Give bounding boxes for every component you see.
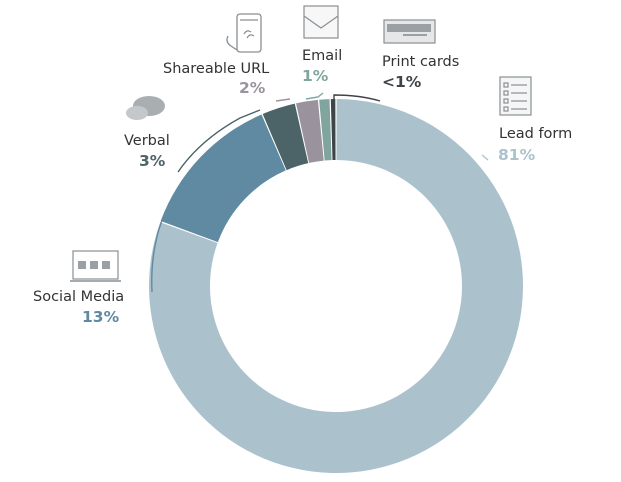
leader-verbal (177, 109, 261, 173)
print-cards-value: <1% (382, 73, 422, 91)
shareable-url-value: 2% (239, 79, 266, 97)
laptop-social-icon (70, 250, 121, 282)
donut-slices (149, 99, 523, 474)
shareable-url-label: Shareable URL (163, 61, 269, 77)
lead-form-label: Lead form (499, 126, 572, 142)
verbal-label: Verbal (124, 133, 170, 149)
email-label: Email (302, 48, 342, 64)
social-media-value: 13% (82, 308, 120, 326)
envelope-icon (303, 5, 339, 39)
leader-lines (151, 92, 489, 293)
leader-email (305, 92, 324, 100)
slice-verbal (262, 103, 309, 171)
form-checklist-icon (499, 76, 532, 116)
speech-bubble-icon (126, 96, 165, 120)
leader-shareable-url (275, 98, 291, 102)
leader-print-cards (333, 94, 381, 102)
leader-lead-form (481, 154, 489, 161)
lead-form-value: 81% (498, 146, 536, 164)
slice-print (330, 99, 336, 161)
business-card-icon (383, 19, 436, 44)
slice-url (296, 99, 324, 163)
print-cards-label: Print cards (382, 54, 459, 70)
verbal-value: 3% (139, 152, 166, 170)
phone-link-icon (226, 13, 262, 53)
social-media-label: Social Media (33, 289, 124, 305)
leader-social-media (151, 189, 179, 293)
slice-email (319, 99, 332, 161)
slice-lead (149, 99, 523, 474)
email-value: 1% (302, 67, 329, 85)
slice-social (160, 114, 286, 243)
